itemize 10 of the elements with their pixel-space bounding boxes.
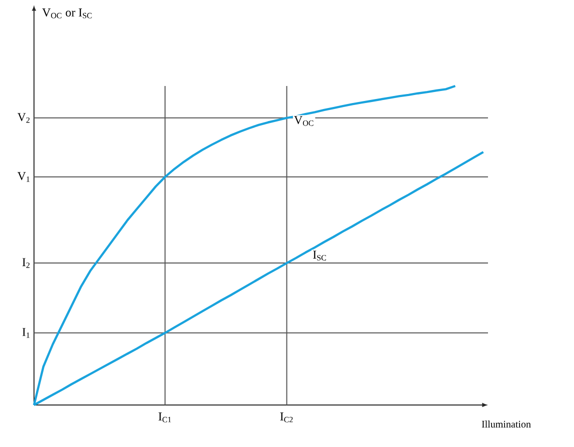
- x-tick-label: I$_{C2}$: [280, 412, 293, 422]
- ref-line-label: V$_{2}$: [17, 113, 30, 123]
- x-tick-label: I$_{C1}$: [158, 412, 171, 422]
- ref-line-label: I$_{1}$: [22, 328, 30, 338]
- ref-line-label: I$_{2}$: [22, 258, 30, 268]
- series-label: V$_{OC}$: [294, 116, 314, 126]
- ref-line-label: V$_{1}$: [17, 172, 30, 182]
- text: V$_{OC}$ or I$_{SC}$: [42, 8, 92, 18]
- x-axis-title: Illumination: [482, 420, 531, 428]
- series-label: I$_{SC}$: [313, 250, 326, 260]
